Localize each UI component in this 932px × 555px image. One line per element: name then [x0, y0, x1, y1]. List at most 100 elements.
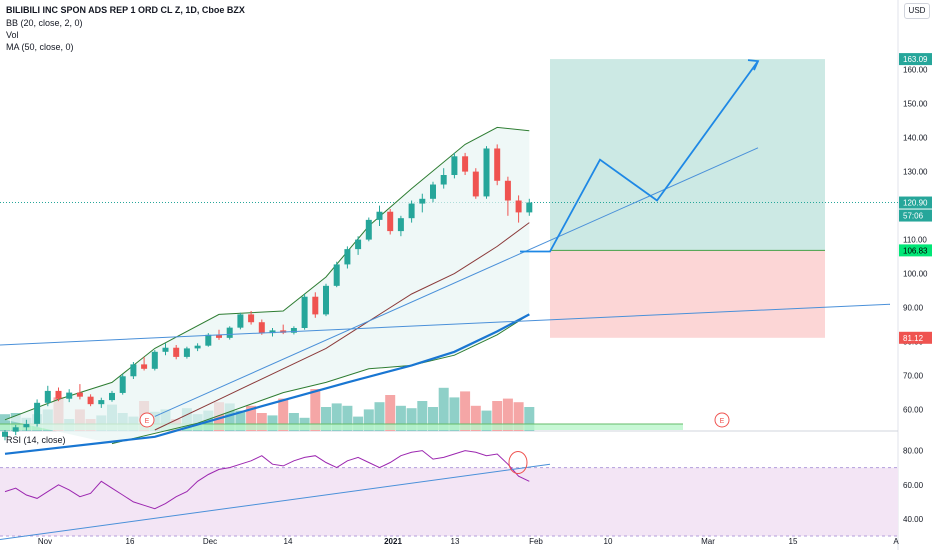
- volume-bar: [492, 401, 503, 431]
- candle-body: [119, 376, 126, 393]
- profit-zone: [550, 59, 825, 251]
- candle-body: [526, 202, 533, 213]
- volume-bar: [385, 395, 396, 431]
- bb-indicator-label[interactable]: BB (20, close, 2, 0): [6, 18, 83, 28]
- candle-body: [162, 347, 169, 352]
- volume-bar: [224, 403, 235, 431]
- y-tick-label: 70.00: [903, 372, 924, 381]
- volume-bar: [417, 401, 428, 431]
- volume-bar: [502, 398, 513, 431]
- volume-bar: [481, 410, 492, 431]
- x-tick-label: Dec: [203, 537, 217, 546]
- rsi-y-tick-label: 80.00: [903, 447, 924, 456]
- candle-body: [55, 390, 62, 399]
- candle-body: [23, 423, 30, 428]
- rsi-highlight-circle: [508, 451, 528, 475]
- currency-button[interactable]: USD: [904, 3, 930, 19]
- last-price-label: 120.90: [903, 199, 928, 208]
- volume-bar: [278, 398, 289, 431]
- volume-bar: [363, 409, 374, 431]
- volume-bar: [235, 410, 246, 431]
- ma50-line: [4, 313, 530, 455]
- volume-bar: [374, 402, 385, 431]
- candle-body: [194, 345, 201, 349]
- trendline-long: [0, 303, 891, 346]
- candle-body: [344, 249, 351, 265]
- candle-body: [130, 364, 137, 377]
- candle-body: [301, 296, 308, 328]
- volume-bar: [406, 408, 417, 431]
- rsi-panel: 40.00 60.00 80.00: [0, 447, 924, 540]
- earnings-icon: [714, 412, 730, 428]
- volume-bar: [470, 405, 481, 431]
- candle-body: [226, 327, 233, 338]
- volume-bar: [321, 407, 331, 431]
- volume-bar: [438, 387, 449, 431]
- candle-body: [515, 200, 522, 213]
- candle-body: [462, 156, 469, 172]
- volume-bar: [449, 397, 460, 431]
- volume-bar: [214, 402, 224, 431]
- volume-bar: [395, 405, 406, 431]
- candle-body: [2, 431, 8, 437]
- x-tick-label: 15: [789, 537, 798, 546]
- candle-body: [141, 364, 148, 369]
- candle-body: [205, 334, 212, 346]
- x-tick-label: 14: [284, 537, 293, 546]
- volume-indicator-label[interactable]: Vol: [6, 30, 19, 40]
- x-tick-label: 2021: [384, 537, 402, 546]
- y-tick-label: 160.00: [903, 66, 928, 75]
- x-tick-label: Feb: [529, 537, 543, 546]
- candles: [2, 144, 533, 441]
- candle-body: [408, 203, 415, 219]
- y-tick-label: 130.00: [903, 168, 928, 177]
- candle-body: [430, 184, 436, 199]
- candle-body: [472, 171, 479, 197]
- trendline-steep: [154, 147, 759, 417]
- bb-lower: [111, 313, 530, 445]
- x-tick-label: 10: [604, 537, 613, 546]
- candle-body: [173, 347, 180, 357]
- ma-indicator-label[interactable]: MA (50, close, 0): [6, 42, 74, 52]
- volume-bar: [246, 405, 257, 431]
- volume-bar: [288, 413, 299, 431]
- candle-body: [323, 285, 329, 315]
- position-zones: [0, 59, 898, 338]
- volume-bar: [524, 407, 535, 431]
- rsi-band: [0, 467, 898, 537]
- last-price-label-bg: [899, 196, 932, 209]
- earnings-icon-letter: E: [145, 418, 150, 425]
- candle-body: [355, 239, 362, 250]
- axes: 60.0070.0080.0090.00100.00110.00120.0013…: [38, 53, 932, 546]
- candle-body: [66, 392, 73, 399]
- candle-body: [312, 296, 319, 315]
- candle-body: [419, 198, 426, 204]
- countdown-label: 57:06: [903, 212, 924, 221]
- candle-body: [44, 390, 51, 403]
- volume-bar: [267, 415, 278, 431]
- x-tick-label: Nov: [38, 537, 52, 546]
- entry-price-label-bg: [899, 244, 932, 257]
- candle-body: [248, 314, 255, 323]
- rsi-y-tick-label: 40.00: [903, 515, 924, 524]
- rsi-line: [4, 450, 530, 510]
- candle-body: [333, 264, 340, 286]
- volume-strip: [0, 424, 683, 430]
- candle-body: [440, 175, 447, 185]
- candle-body: [376, 211, 383, 220]
- countdown-label-bg: [899, 209, 932, 222]
- candle-body: [483, 148, 490, 197]
- loss-zone: [550, 250, 825, 338]
- stop-price-label: 81.12: [903, 334, 924, 343]
- candle-body: [494, 148, 501, 181]
- candle-body: [109, 392, 115, 401]
- y-tick-label: 110.00: [903, 236, 927, 245]
- x-tick-label: 13: [451, 537, 460, 546]
- target-price-label: 163.09: [903, 55, 928, 64]
- symbol-title: BILIBILI INC SPON ADS REP 1 ORD CL Z, 1D…: [6, 5, 245, 15]
- x-tick-label: Mar: [701, 537, 715, 546]
- rsi-indicator-label[interactable]: RSI (14, close): [6, 435, 66, 445]
